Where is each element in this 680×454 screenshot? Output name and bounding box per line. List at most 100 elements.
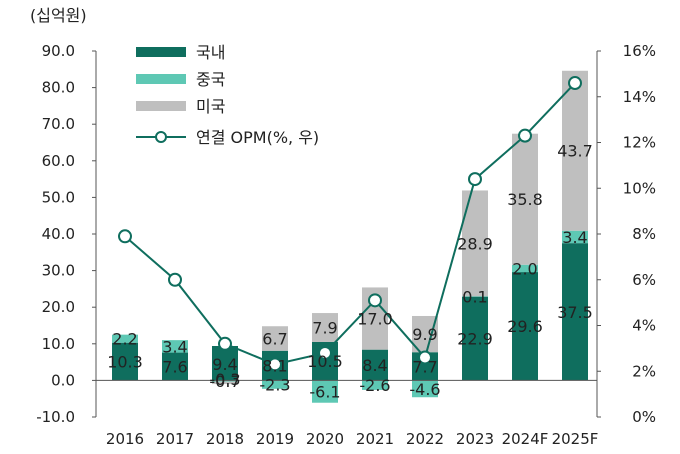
- opm-marker: [118, 229, 132, 244]
- x-tick-label: 2020: [306, 430, 344, 448]
- y-axis-unit-label: (십억원): [30, 6, 87, 25]
- x-tick-label: 2024F: [502, 430, 549, 448]
- bar-중국-2019: [262, 380, 288, 389]
- y-right-tick-label: 4%: [632, 317, 656, 335]
- legend-swatch-미국: [136, 101, 186, 111]
- bar-중국-2020: [312, 380, 338, 403]
- y-left-tick-label: 20.0: [42, 298, 75, 316]
- bar-국내-2018: [212, 345, 238, 381]
- opm-marker: [268, 357, 282, 372]
- legend-label: 국내: [196, 43, 225, 62]
- x-tick-label: 2019: [256, 430, 294, 448]
- data-label-중국: -2.3: [259, 376, 290, 395]
- data-label-국내: 22.9: [457, 329, 493, 348]
- data-label-국내: 10.3: [107, 353, 143, 372]
- data-label-중국: 3.4: [562, 228, 587, 247]
- data-label-미국: 6.7: [262, 329, 287, 348]
- data-label-국내: 10.5: [307, 352, 343, 371]
- opm-line-layer: [118, 76, 582, 372]
- opm-marker: [568, 76, 582, 91]
- legend-label: 미국: [196, 97, 225, 116]
- data-label-국내: 8.1: [262, 357, 287, 376]
- data-label-국내: 9.4: [212, 355, 237, 374]
- x-tick-label: 2021: [356, 430, 394, 448]
- bar-중국-2016: [112, 334, 138, 343]
- data-label-중국: 2.0: [512, 259, 537, 278]
- y-right-tick-label: 6%: [632, 271, 656, 289]
- x-tick-label: 2023: [456, 430, 494, 448]
- bars-layer: [112, 70, 588, 403]
- data-label-미국: 35.8: [507, 190, 543, 209]
- bar-미국-2025F: [562, 70, 588, 231]
- bar-미국-2019: [262, 326, 288, 351]
- y-right-tick-label: 8%: [632, 225, 656, 243]
- bar-미국-2020: [312, 313, 338, 342]
- bar-미국-2018: [212, 381, 238, 385]
- bar-국내-2021: [362, 349, 388, 381]
- data-label-미국: 7.9: [312, 319, 337, 338]
- bar-중국-2017: [162, 340, 188, 353]
- data-label-국내: 29.6: [507, 317, 543, 336]
- x-tick-label: 2022: [406, 430, 444, 448]
- y-left-tick-label: 30.0: [42, 262, 75, 280]
- bar-국내-2023: [462, 296, 488, 381]
- opm-marker: [518, 128, 532, 143]
- bar-중국-2021: [362, 380, 388, 390]
- opm-line: [124, 82, 576, 366]
- data-label-미국: 9.9: [412, 325, 437, 344]
- x-tick-label: 2025F: [552, 430, 599, 448]
- data-label-중국: 2.2: [112, 330, 137, 349]
- axes-layer: -10.0 0.0 10.0 20.0 30.0 40.0 50.0 60.0 70.0 80.0…: [36, 42, 656, 448]
- opm-marker: [368, 293, 382, 308]
- opm-marker: [168, 272, 182, 287]
- data-label-중국: -4.6: [409, 380, 440, 399]
- x-tick-label: 2017: [156, 430, 194, 448]
- data-label-중국: 0.1: [462, 287, 487, 306]
- data-label-국내: 7.6: [162, 357, 187, 376]
- x-tick-label: 2016: [106, 430, 144, 448]
- bar-미국-2024F: [512, 133, 538, 265]
- data-label-중국: 3.4: [162, 337, 187, 356]
- y-right-tick-label: 14%: [623, 88, 656, 106]
- data-label-국내: 7.7: [412, 357, 437, 376]
- y-left-tick-label: 10.0: [42, 335, 75, 353]
- bar-국내-2024F: [512, 272, 538, 381]
- y-left-tick-label: 70.0: [42, 115, 75, 133]
- y-left-tick-label: 80.0: [42, 79, 75, 97]
- legend-swatch-국내: [136, 47, 186, 57]
- data-label-미국: 28.9: [457, 234, 493, 253]
- data-label-중국: -0.3: [209, 370, 240, 389]
- y-left-tick-label: -10.0: [36, 408, 75, 426]
- y-left-tick-label: 50.0: [42, 188, 75, 206]
- bar-중국-2022: [412, 380, 438, 398]
- legend-label: 중국: [196, 70, 225, 89]
- y-right-tick-label: 12%: [623, 134, 656, 152]
- opm-marker: [468, 172, 482, 187]
- opm-marker: [218, 336, 232, 351]
- y-left-tick-label: 90.0: [42, 42, 75, 60]
- legend-label: 연결 OPM(%, 우): [196, 128, 319, 147]
- y-left-tick-label: 40.0: [42, 225, 75, 243]
- x-tick-label: 2018: [206, 430, 244, 448]
- data-labels-layer: 10.32.27.63.49.4-0.3-0.78.1-2.36.710.5-6…: [107, 142, 593, 402]
- bar-국내-2017: [162, 352, 188, 381]
- bar-국내-2016: [112, 342, 138, 381]
- y-left-tick-label: 0.0: [51, 371, 75, 389]
- y-right-tick-label: 0%: [632, 408, 656, 426]
- data-label-중국: -2.6: [359, 376, 390, 395]
- data-label-국내: 8.4: [362, 356, 387, 375]
- data-label-중국: -6.1: [309, 383, 340, 402]
- y-right-tick-label: 10%: [623, 179, 656, 197]
- data-label-미국: 17.0: [357, 310, 393, 329]
- opm-marker: [318, 345, 332, 360]
- legend-marker-swatch: [155, 131, 167, 143]
- bar-중국-2023: [462, 296, 488, 297]
- y-right-tick-label: 16%: [623, 42, 656, 60]
- bar-중국-2018: [212, 380, 238, 382]
- bar-중국-2024F: [512, 264, 538, 273]
- bar-국내-2025F: [562, 243, 588, 381]
- y-right-tick-label: 2%: [632, 362, 656, 380]
- data-label-국내: 37.5: [557, 303, 593, 322]
